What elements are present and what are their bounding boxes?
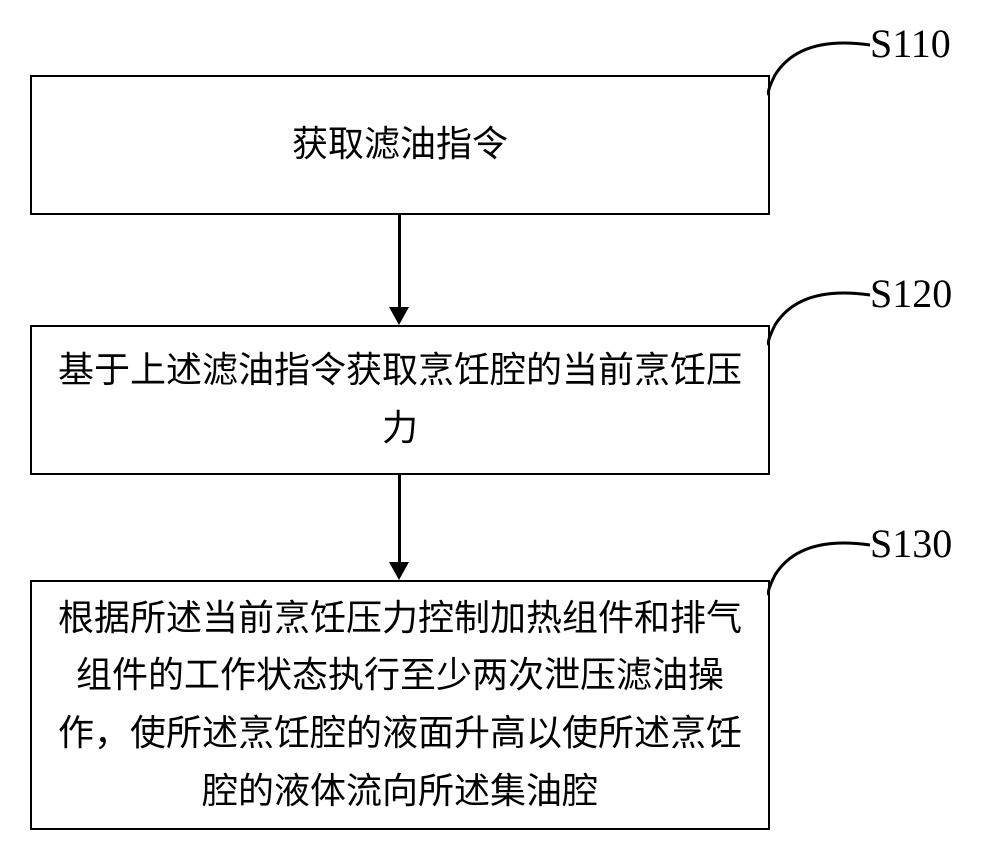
step-1-label: S110	[870, 20, 951, 67]
flowchart-step-1: 获取滤油指令	[30, 75, 770, 215]
step-1-text: 获取滤油指令	[292, 116, 508, 174]
step-3-text: 根据所述当前烹饪压力控制加热组件和排气组件的工作状态执行至少两次泄压滤油操作，使…	[52, 590, 748, 820]
connector-curve-1	[740, 25, 880, 115]
arrow-1-head	[389, 307, 409, 325]
flowchart-container: 获取滤油指令 S110 基于上述滤油指令获取烹饪腔的当前烹饪压力 S120 根据…	[0, 0, 1000, 856]
step-3-label: S130	[870, 520, 952, 567]
arrow-2-head	[389, 562, 409, 580]
step-2-label: S120	[870, 270, 952, 317]
flowchart-step-2: 基于上述滤油指令获取烹饪腔的当前烹饪压力	[30, 325, 770, 475]
arrow-1-line	[398, 215, 401, 307]
step-2-text: 基于上述滤油指令获取烹饪腔的当前烹饪压力	[52, 342, 748, 457]
flowchart-step-3: 根据所述当前烹饪压力控制加热组件和排气组件的工作状态执行至少两次泄压滤油操作，使…	[30, 580, 770, 830]
connector-curve-3	[740, 525, 880, 615]
connector-curve-2	[740, 275, 880, 365]
arrow-2-line	[398, 475, 401, 562]
